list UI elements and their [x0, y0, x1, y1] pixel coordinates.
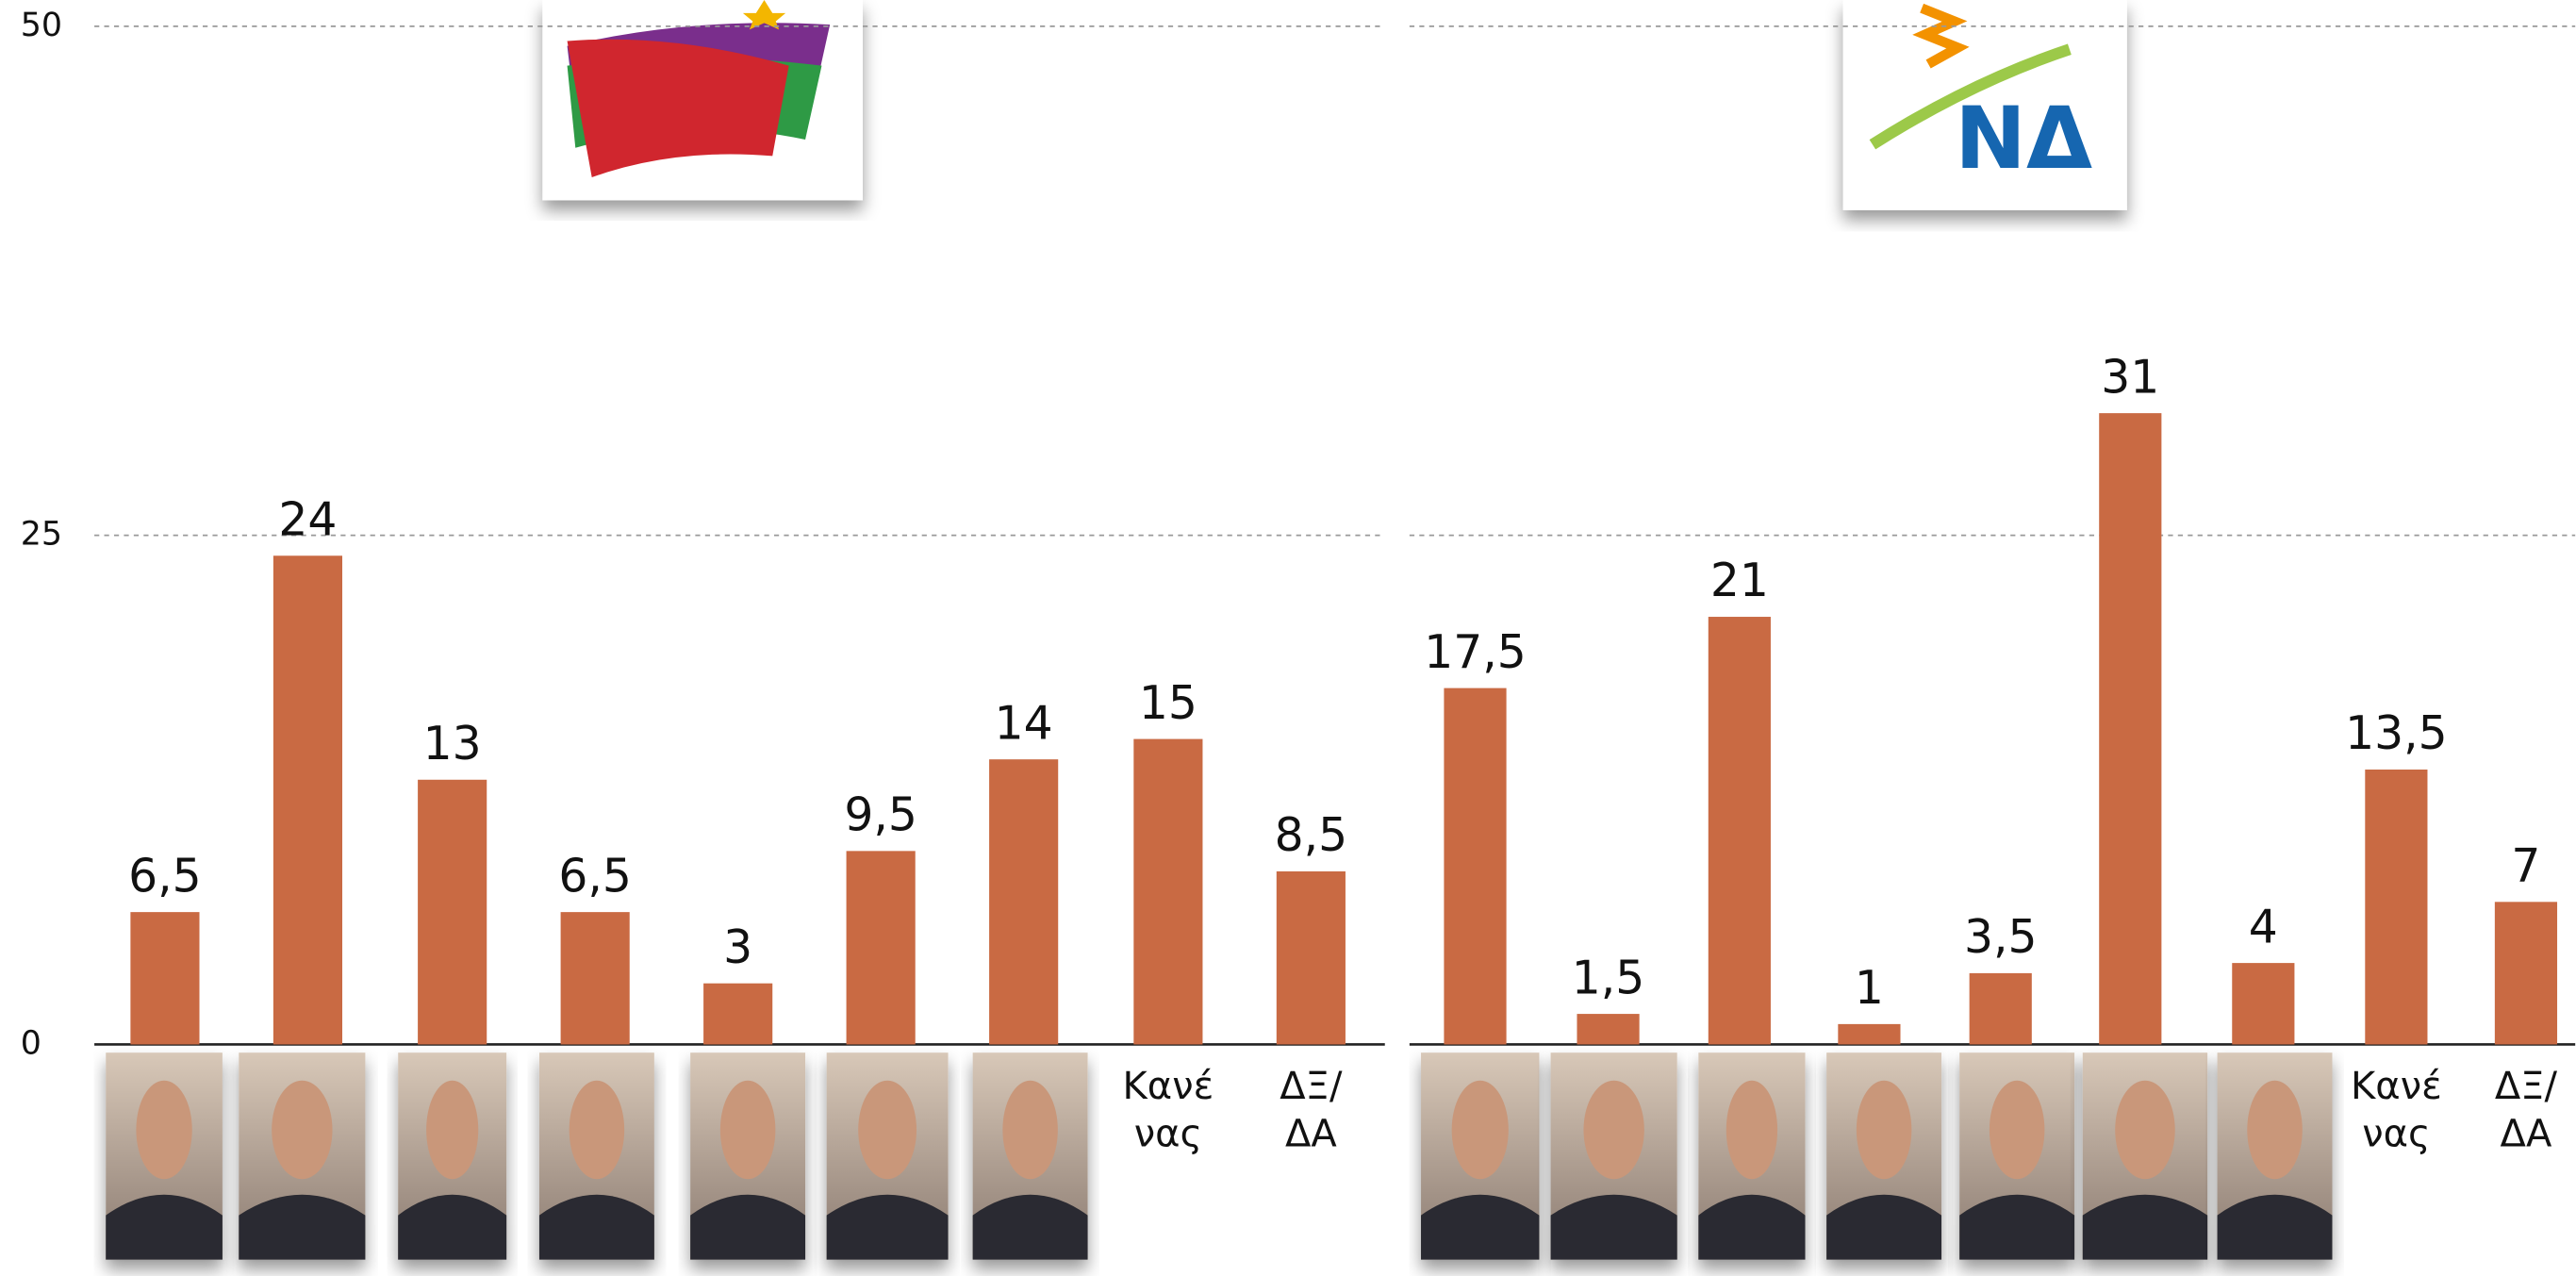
- bar: [1708, 617, 1771, 1045]
- candidate-photo: [826, 1052, 949, 1260]
- candidate-photo: [972, 1052, 1088, 1260]
- value-label: 7: [2511, 840, 2540, 893]
- photo-face: [426, 1080, 479, 1180]
- photo-suit: [2082, 1194, 2208, 1260]
- photo-suit: [1959, 1194, 2075, 1260]
- value-label: 1,5: [1572, 952, 1645, 1004]
- candidate-photo: [2217, 1052, 2333, 1260]
- photo-suit: [239, 1194, 366, 1260]
- candidate-photo: [2082, 1052, 2208, 1260]
- bar: [1577, 1014, 1640, 1045]
- candidate-photo: [398, 1052, 507, 1260]
- bar: [1276, 870, 1346, 1045]
- photo-face: [1583, 1080, 1644, 1180]
- photo-suit: [1826, 1194, 1942, 1260]
- photo-face: [569, 1080, 625, 1180]
- candidate-photo: [239, 1052, 366, 1260]
- y-tick-label: 50: [21, 7, 62, 44]
- category-label-box: Κανέ νας: [1122, 1066, 1214, 1156]
- photo-suit: [1698, 1194, 1806, 1260]
- bar: [1444, 688, 1507, 1045]
- bar: [418, 779, 487, 1045]
- value-label: 8,5: [1275, 809, 1348, 862]
- category-label: Κανέ νας: [1122, 1066, 1214, 1156]
- photo-face: [858, 1080, 917, 1180]
- photo-face: [1989, 1080, 2045, 1180]
- photo-suit: [1421, 1194, 1540, 1260]
- bar: [1969, 972, 2032, 1045]
- bar: [1838, 1023, 1901, 1045]
- bar: [2365, 769, 2428, 1045]
- bar: [560, 912, 630, 1045]
- value-label: 24: [278, 493, 337, 546]
- photo-suit: [398, 1194, 507, 1260]
- photo-face: [1451, 1080, 1509, 1180]
- photo-suit: [826, 1194, 949, 1260]
- category-label: Κανέ νας: [2351, 1066, 2442, 1156]
- value-label: 17,5: [1424, 626, 1527, 679]
- photo-face: [1856, 1080, 1912, 1180]
- nd-logo: ΝΔ: [1842, 0, 2127, 210]
- photo-face: [2247, 1080, 2303, 1180]
- photo-suit: [972, 1194, 1088, 1260]
- photo-face: [1726, 1080, 1778, 1180]
- bar: [989, 759, 1059, 1045]
- bar: [703, 983, 773, 1045]
- category-label-box: Κανέ νας: [2351, 1066, 2442, 1156]
- bar: [2494, 902, 2558, 1045]
- candidate-photo: [1698, 1052, 1806, 1260]
- y-tick-label: 0: [21, 1024, 41, 1062]
- category-label: ΔΞ/ ΔΑ: [2494, 1066, 2558, 1156]
- value-label: 9,5: [844, 789, 917, 842]
- value-label: 6,5: [128, 850, 202, 903]
- value-label: 4: [2249, 901, 2278, 953]
- category-label: ΔΞ/ ΔΑ: [1280, 1066, 1343, 1156]
- syriza-logo: [542, 0, 863, 201]
- photo-face: [1002, 1080, 1058, 1180]
- photo-suit: [690, 1194, 806, 1260]
- photo-suit: [106, 1194, 223, 1260]
- candidate-photo: [1959, 1052, 2075, 1260]
- photo-suit: [2217, 1194, 2333, 1260]
- value-label: 31: [2101, 351, 2159, 404]
- candidate-photo: [106, 1052, 223, 1260]
- value-label: 13: [423, 718, 482, 771]
- value-label: 15: [1139, 677, 1197, 730]
- candidate-photo: [1550, 1052, 1677, 1260]
- photo-face: [136, 1080, 192, 1180]
- bar: [2232, 963, 2295, 1045]
- bar: [272, 555, 343, 1045]
- value-label: 13,5: [2345, 707, 2448, 760]
- value-label: 21: [1710, 555, 1769, 607]
- value-label: 1: [1855, 962, 1884, 1015]
- photo-suit: [1550, 1194, 1677, 1260]
- candidate-photo: [1421, 1052, 1540, 1260]
- value-label: 14: [995, 697, 1053, 750]
- photo-suit: [538, 1194, 654, 1260]
- bar: [130, 912, 200, 1045]
- bar: [846, 851, 916, 1045]
- candidate-photo: [1826, 1052, 1942, 1260]
- photo-face: [272, 1080, 333, 1180]
- bar: [2099, 413, 2162, 1045]
- candidate-photo: [538, 1052, 654, 1260]
- category-label-box: ΔΞ/ ΔΑ: [1280, 1066, 1343, 1156]
- bar: [1133, 738, 1203, 1045]
- value-label: 3: [723, 921, 752, 974]
- y-tick-label: 25: [21, 516, 62, 554]
- candidate-photo: [690, 1052, 806, 1260]
- value-label: 6,5: [558, 850, 632, 903]
- photo-face: [719, 1080, 776, 1180]
- svg-text:ΝΔ: ΝΔ: [1955, 90, 2092, 189]
- value-label: 3,5: [1964, 911, 2038, 964]
- category-label-box: ΔΞ/ ΔΑ: [2494, 1066, 2558, 1156]
- photo-face: [2115, 1080, 2175, 1180]
